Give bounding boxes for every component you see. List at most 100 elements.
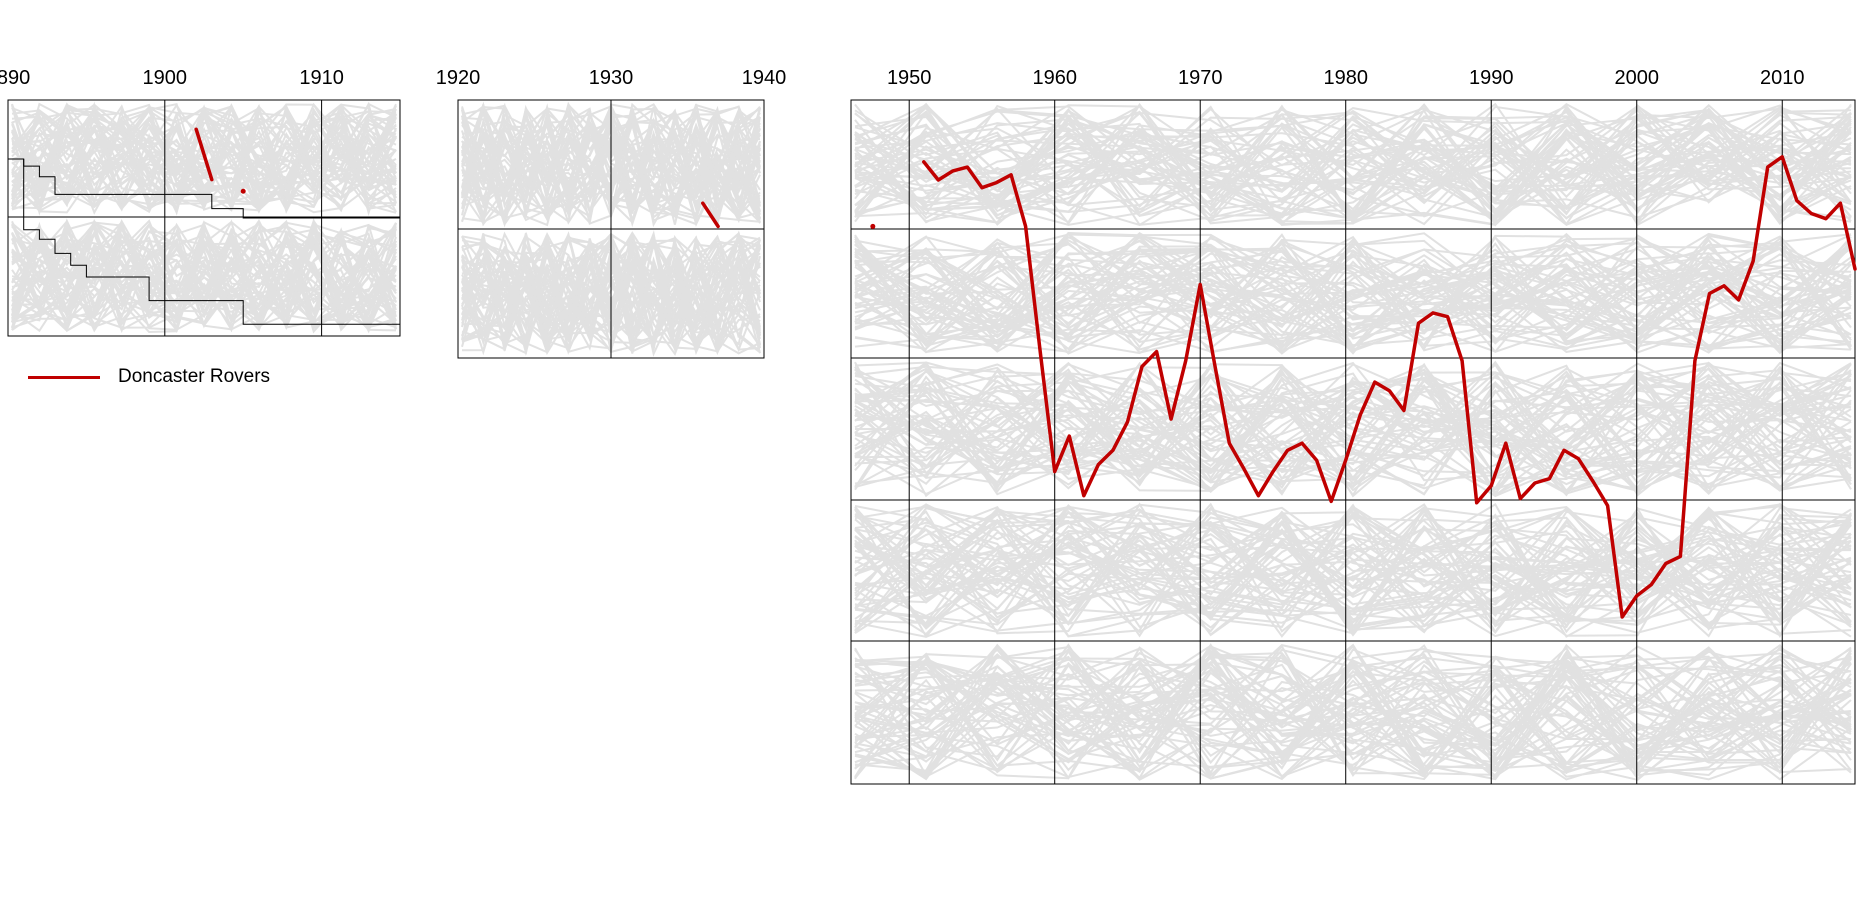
background-team-line xyxy=(854,105,1852,211)
background-lines-2 xyxy=(854,102,1852,781)
background-team-line xyxy=(854,232,1852,349)
background-team-line xyxy=(854,102,1852,224)
background-team-line xyxy=(11,103,397,195)
background-team-line xyxy=(854,240,1852,347)
tick-label: 1970 xyxy=(1178,67,1223,89)
background-team-line xyxy=(854,505,1852,629)
background-team-line xyxy=(11,107,397,211)
background-team-line xyxy=(854,114,1852,223)
series-point xyxy=(240,188,246,194)
background-team-line xyxy=(11,101,397,210)
background-team-line xyxy=(854,247,1852,351)
background-team-line xyxy=(854,506,1852,631)
background-team-line xyxy=(11,239,397,330)
background-team-line xyxy=(11,127,397,212)
background-team-line xyxy=(854,363,1852,492)
tick-label: 1920 xyxy=(436,67,481,89)
background-team-line xyxy=(854,644,1852,775)
background-team-line xyxy=(854,102,1852,208)
series-point xyxy=(870,223,876,229)
background-team-line xyxy=(854,643,1852,765)
background-team-line xyxy=(854,371,1852,490)
background-team-line xyxy=(11,103,397,206)
background-team-line xyxy=(854,648,1852,780)
tick-label: 1980 xyxy=(1323,67,1368,89)
background-team-line xyxy=(854,103,1852,215)
background-team-line xyxy=(11,220,397,322)
background-team-line xyxy=(11,228,397,332)
background-team-line xyxy=(854,237,1852,343)
background-team-line xyxy=(854,235,1852,354)
tick-label: 1890 xyxy=(0,67,30,89)
background-team-line xyxy=(854,508,1852,639)
background-team-line xyxy=(11,233,397,329)
background-team-line xyxy=(854,103,1852,219)
background-team-line xyxy=(854,646,1852,771)
background-team-line xyxy=(854,252,1852,353)
background-team-line xyxy=(854,508,1852,629)
background-team-line xyxy=(11,116,397,200)
background-team-line xyxy=(11,102,397,206)
series-line xyxy=(701,201,720,229)
background-team-line xyxy=(854,236,1852,353)
background-team-line xyxy=(854,509,1852,634)
background-team-line xyxy=(854,361,1852,491)
background-team-line xyxy=(854,512,1852,634)
tick-label: 1900 xyxy=(143,67,188,89)
legend-label: Doncaster Rovers xyxy=(118,366,271,387)
tick-label: 1990 xyxy=(1469,67,1514,89)
division-boundary xyxy=(23,159,400,325)
background-team-line xyxy=(854,240,1852,350)
background-team-line xyxy=(854,234,1852,350)
background-team-line xyxy=(854,646,1852,778)
chart-legend: Doncaster Rovers xyxy=(28,366,270,388)
background-team-line xyxy=(854,384,1852,496)
background-team-line xyxy=(854,507,1852,627)
background-team-line xyxy=(854,367,1852,490)
background-team-line xyxy=(854,249,1852,352)
background-team-line xyxy=(854,108,1852,197)
background-team-line xyxy=(11,219,397,329)
background-team-line xyxy=(854,107,1852,214)
background-team-line xyxy=(854,240,1852,350)
background-team-line xyxy=(854,657,1852,780)
background-team-line xyxy=(854,370,1852,490)
background-team-line xyxy=(854,655,1852,773)
background-team-line xyxy=(854,647,1852,778)
background-team-line xyxy=(11,219,397,332)
background-team-line xyxy=(854,371,1852,492)
background-team-line xyxy=(11,235,397,316)
background-team-line xyxy=(854,379,1852,492)
background-team-line xyxy=(854,647,1852,780)
background-team-line xyxy=(11,226,397,328)
background-team-line xyxy=(854,110,1852,208)
background-team-line xyxy=(854,259,1852,355)
background-team-line xyxy=(854,103,1852,224)
background-team-line xyxy=(854,369,1852,492)
background-team-line xyxy=(11,227,397,324)
background-team-line xyxy=(854,363,1852,486)
background-team-line xyxy=(854,643,1852,757)
tick-label: 1910 xyxy=(299,67,344,89)
background-team-line xyxy=(854,514,1852,624)
background-team-line xyxy=(854,382,1852,489)
background-team-line xyxy=(854,368,1852,494)
background-team-line xyxy=(11,223,397,330)
background-team-line xyxy=(854,657,1852,751)
tick-label: 2000 xyxy=(1614,67,1659,89)
background-team-line xyxy=(854,652,1852,772)
background-team-line xyxy=(854,261,1852,350)
background-team-line xyxy=(854,363,1852,494)
background-team-line xyxy=(854,505,1852,638)
background-team-line xyxy=(854,106,1852,220)
background-team-line xyxy=(854,510,1852,627)
background-team-line xyxy=(854,505,1852,637)
background-team-line xyxy=(11,106,397,213)
background-team-line xyxy=(11,109,397,200)
series-line xyxy=(922,155,1857,619)
background-team-line xyxy=(854,368,1852,496)
tick-label: 1940 xyxy=(742,67,787,89)
panel-frame-2 xyxy=(850,99,1856,785)
background-team-line xyxy=(854,363,1852,494)
